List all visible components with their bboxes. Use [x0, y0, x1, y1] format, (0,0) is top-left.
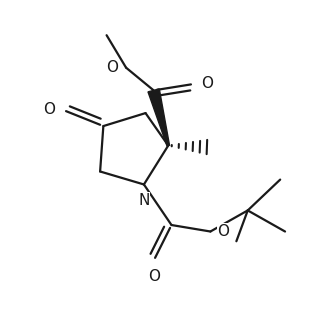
Text: O: O [107, 60, 118, 75]
Text: N: N [138, 192, 149, 208]
Polygon shape [148, 89, 170, 146]
Text: O: O [201, 76, 213, 91]
Text: O: O [148, 269, 160, 284]
Text: O: O [43, 102, 55, 117]
Text: O: O [217, 224, 229, 239]
